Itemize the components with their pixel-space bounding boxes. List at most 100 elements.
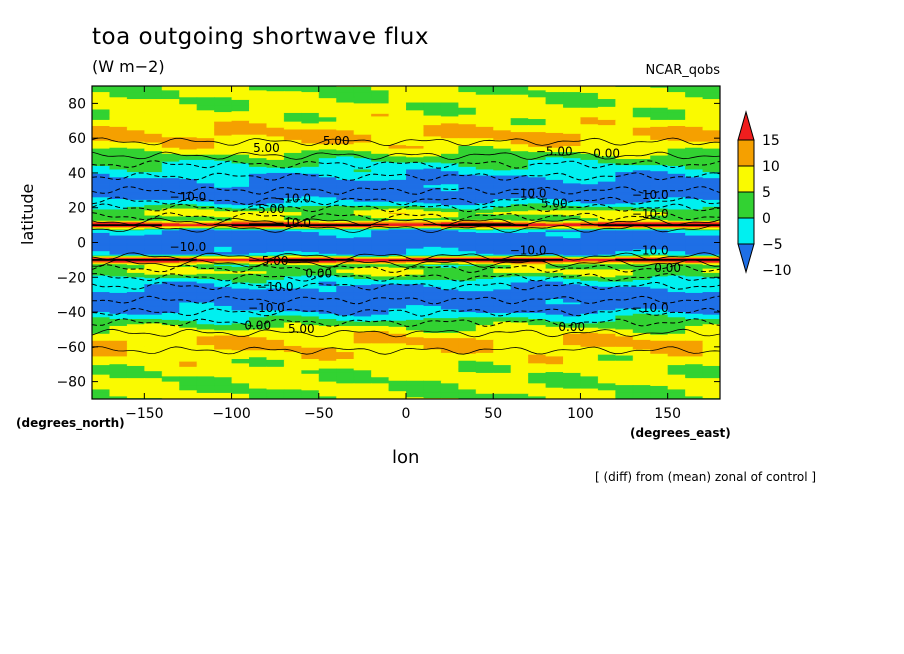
field-cell [440,131,459,133]
field-cell [406,178,425,180]
field-cell [685,106,704,109]
field-cell [283,121,302,124]
field-cell [528,145,547,147]
field-cell [580,199,599,202]
field-cell [667,162,686,164]
field-cell [109,138,128,140]
field-cell [440,129,459,131]
field-cell [301,139,320,141]
field-cell [632,172,651,174]
field-cell [597,186,616,189]
field-cell [440,108,459,111]
field-cell [318,94,337,97]
field-cell [266,168,285,171]
field-cell [632,131,651,133]
field-cell [632,192,651,195]
field-cell [406,167,425,170]
field-cell [615,142,634,144]
field-cell [144,103,163,105]
field-cell [632,179,651,182]
field-cell [632,101,651,104]
field-cell [545,87,564,90]
field-cell [458,95,477,98]
field-cell [702,139,720,142]
field-cell [126,184,145,186]
field-cell [283,172,302,175]
field-cell [597,167,616,170]
field-cell [597,92,616,95]
field-cell [406,90,425,92]
field-cell [179,199,198,202]
field-cell [179,160,198,163]
field-cell [196,171,215,173]
field-cell [109,195,128,198]
field-cell [615,172,634,175]
field-cell [249,178,268,180]
field-cell [266,139,285,142]
field-cell [196,97,215,99]
field-cell [144,142,163,144]
field-cell [510,88,529,91]
field-cell [301,147,320,150]
field-cell [231,135,250,138]
field-cell [702,192,720,194]
field-cell [685,192,704,195]
field-cell [179,93,198,96]
field-cell [231,151,250,153]
field-cell [615,92,634,95]
field-cell [597,103,616,105]
field-cell [283,117,302,119]
field-cell [580,110,599,112]
field-cell [196,195,215,198]
field-cell [214,155,233,158]
field-cell [597,122,616,124]
field-cell [615,119,634,121]
field-cell [685,90,704,92]
field-cell [371,98,390,100]
field-cell [353,150,372,152]
field-cell [650,204,669,206]
field-cell [563,112,582,115]
field-cell [161,124,180,126]
field-cell [371,159,390,161]
field-cell [440,172,459,174]
field-cell [475,159,494,162]
field-cell [580,94,599,97]
field-cell [318,150,337,152]
field-cell [353,191,372,193]
field-cell [196,125,215,128]
field-cell [580,112,599,115]
field-cell [109,124,128,126]
field-cell [266,146,285,149]
field-cell [423,205,442,207]
field-cell [702,179,720,182]
field-cell [371,203,390,205]
field-cell [475,104,494,106]
field-cell [475,151,494,153]
field-cell [318,184,337,186]
field-cell [528,143,547,145]
field-cell [423,141,442,144]
field-cell [92,190,111,192]
field-cell [126,174,145,177]
field-cell [353,90,372,92]
field-cell [667,146,686,149]
field-cell [214,156,233,158]
field-cell [423,169,442,171]
field-cell [545,177,564,179]
field-cell [283,199,302,201]
field-cell [109,105,128,107]
field-cell [423,160,442,163]
field-cell [458,101,477,104]
field-cell [283,115,302,118]
field-cell [440,205,459,207]
field-cell [493,109,512,111]
field-cell [545,159,564,162]
field-cell [423,98,442,100]
field-cell [318,148,337,151]
field-cell [406,99,425,101]
field-cell [632,204,651,206]
field-cell [423,120,442,123]
field-cell [196,158,215,160]
field-cell [179,105,198,107]
